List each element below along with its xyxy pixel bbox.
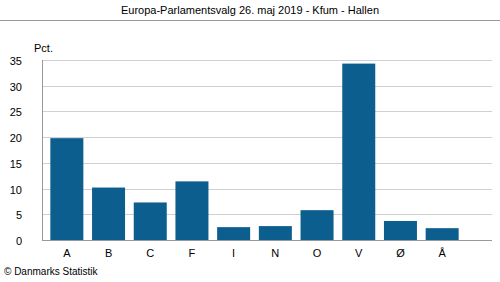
- grid-line: [42, 240, 492, 241]
- x-tick-label: V: [355, 247, 363, 259]
- x-tick-label: O: [313, 247, 322, 259]
- y-tick-label: 20: [10, 132, 22, 144]
- grid-line: [42, 111, 492, 112]
- y-tick-label: 5: [16, 209, 22, 221]
- x-tick-label: A: [63, 247, 71, 259]
- grid-line: [42, 163, 492, 164]
- x-tick-label: F: [189, 247, 196, 259]
- y-tick-label: 25: [10, 106, 22, 118]
- bar: [426, 228, 459, 240]
- chart-svg: Europa-Parlamentsvalg 26. maj 2019 - Kfu…: [0, 0, 500, 282]
- bars: [50, 64, 458, 240]
- y-tick-label: 10: [10, 184, 22, 196]
- grid-line: [42, 137, 492, 138]
- bar: [301, 210, 334, 240]
- x-tick-label: Å: [438, 247, 446, 259]
- x-tick-label: C: [146, 247, 154, 259]
- y-axis-label: Pct.: [34, 42, 53, 54]
- bar: [259, 226, 292, 240]
- grid-line: [42, 86, 492, 87]
- x-tick-label: N: [271, 247, 279, 259]
- y-tick-label: 30: [10, 81, 22, 93]
- title: Europa-Parlamentsvalg 26. maj 2019 - Kfu…: [121, 4, 379, 16]
- bar: [384, 221, 417, 240]
- x-axis: [42, 240, 492, 241]
- chart-container: Europa-Parlamentsvalg 26. maj 2019 - Kfu…: [0, 0, 500, 282]
- source: © Danmarks Statistik: [4, 266, 99, 277]
- y-tick-label: 35: [10, 55, 22, 67]
- title-rule: [0, 20, 500, 21]
- x-tick-label: Ø: [396, 247, 405, 259]
- bar: [175, 181, 208, 240]
- y-tick-label: 15: [10, 158, 22, 170]
- bar: [342, 64, 375, 240]
- y-axis: [42, 60, 43, 240]
- x-tick-label: I: [232, 247, 235, 259]
- x-tick-label: B: [105, 247, 112, 259]
- bar: [134, 202, 167, 240]
- bar: [217, 227, 250, 240]
- y-tick-label: 0: [16, 235, 22, 247]
- bar: [92, 188, 125, 240]
- grid-line: [42, 60, 492, 61]
- bar: [50, 138, 83, 240]
